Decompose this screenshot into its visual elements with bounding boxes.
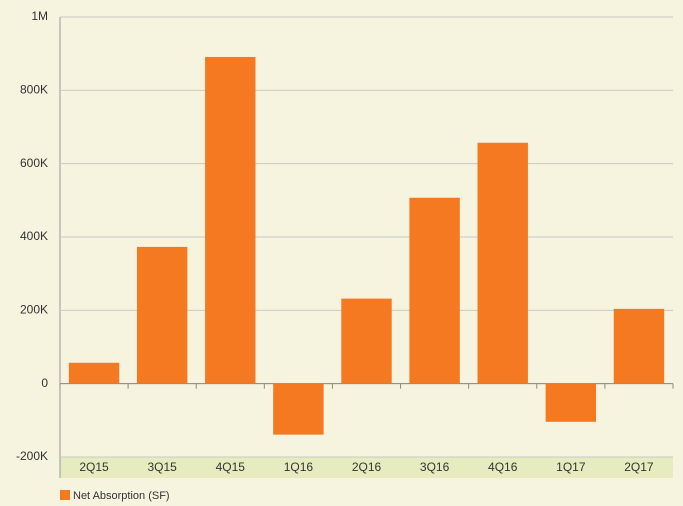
y-tick-label: 200K [20,303,48,317]
y-tick-label: 800K [20,83,48,97]
y-tick-label: 0 [41,376,48,390]
category-band [60,457,673,478]
x-tick-label: 4Q16 [488,460,518,474]
bar [205,56,256,384]
x-tick-label: 1Q16 [284,460,314,474]
y-tick-label: 600K [20,156,48,170]
bar [477,142,528,384]
legend-label: Net Absorption (SF) [73,490,170,502]
bar [613,308,665,384]
y-tick-label: -200K [16,449,48,463]
y-tick-label: 1M [31,9,48,23]
y-tick-label: 400K [20,229,48,243]
x-tick-label: 4Q15 [216,460,246,474]
x-tick-label: 3Q16 [420,460,450,474]
bar [409,197,460,384]
legend-swatch [60,490,70,500]
x-tick-label: 2Q16 [352,460,382,474]
x-tick-label: 3Q15 [147,460,177,474]
bar [545,383,597,422]
x-tick-label: 2Q17 [624,460,654,474]
x-tick-label: 1Q17 [556,460,586,474]
bar [273,383,324,435]
bar [68,362,120,384]
x-tick-label: 2Q15 [79,460,109,474]
bar [341,298,392,384]
bar [136,246,188,384]
